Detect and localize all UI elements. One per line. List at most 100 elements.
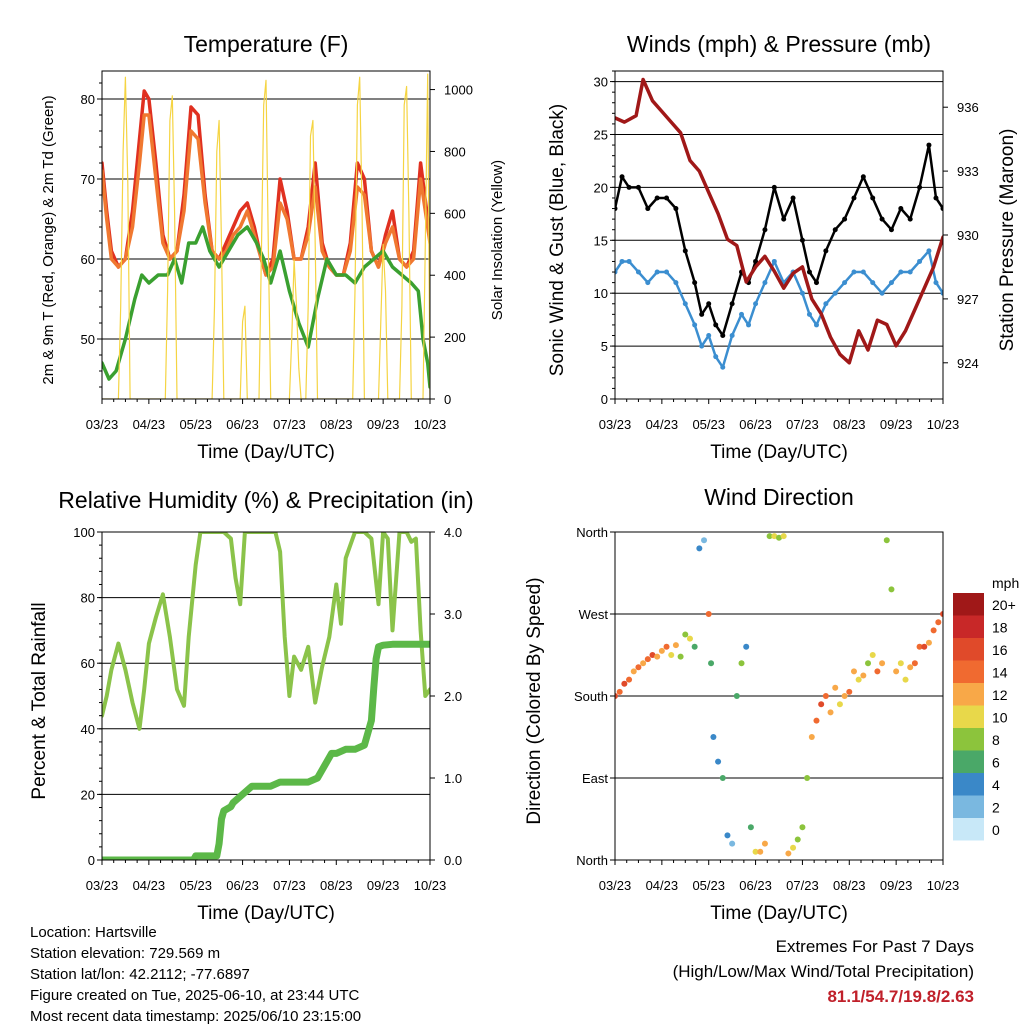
- recent-text: Most recent data timestamp: 2025/06/10 2…: [30, 1008, 362, 1025]
- x-tick-label: 08/23: [833, 878, 866, 893]
- direction-point: [752, 848, 759, 855]
- y-tick-label: 0: [88, 853, 95, 868]
- wind-point: [926, 248, 932, 254]
- wind-point: [917, 184, 923, 190]
- legend-label: 20+: [992, 597, 1016, 613]
- y-tick-label: West: [579, 607, 609, 622]
- direction-point: [869, 652, 876, 658]
- y-axis-label: Direction (Colored By Speed): [524, 577, 545, 824]
- x-tick-label: 10/23: [927, 417, 960, 432]
- x-tick-label: 06/23: [226, 878, 259, 893]
- wind-point: [673, 206, 679, 212]
- wind-point: [720, 333, 726, 339]
- direction-point: [893, 668, 900, 675]
- wind-point: [842, 280, 848, 286]
- direction-point: [747, 824, 754, 831]
- y2-tick-label: 0.0: [444, 853, 462, 868]
- series-line-1: [102, 532, 430, 731]
- y-tick-label: 25: [594, 127, 608, 142]
- x-tick-label: 08/23: [320, 417, 353, 432]
- direction-point: [808, 734, 815, 740]
- wind-point: [619, 258, 625, 264]
- y-tick-label: 80: [81, 92, 95, 107]
- wind-point: [933, 280, 939, 286]
- wind-point: [898, 206, 904, 212]
- legend-label: 2: [992, 800, 1000, 816]
- station-info: Location: Hartsville Station elevation: …: [30, 922, 361, 1027]
- wind-point: [813, 280, 819, 286]
- plot-frame: [101, 531, 431, 861]
- legend-swatch: [953, 683, 984, 706]
- series-line-3: [102, 225, 430, 389]
- y2-tick-label: 936: [957, 100, 979, 115]
- direction-point: [771, 533, 778, 540]
- x-tick-label: 04/23: [646, 417, 679, 432]
- wind-point: [799, 290, 805, 296]
- wind-point: [888, 227, 894, 233]
- x-tick-label: 09/23: [367, 417, 400, 432]
- direction-point: [663, 643, 670, 650]
- wind-point: [933, 195, 939, 201]
- x-tick-label: 06/23: [739, 878, 772, 893]
- direction-point: [743, 643, 750, 650]
- created-text: Figure created on Tue, 2025-06-10, at 23…: [30, 987, 360, 1004]
- direction-point: [888, 586, 895, 593]
- x-tick-label: 08/23: [320, 878, 353, 893]
- wind-point: [706, 333, 712, 339]
- y-tick-label: 40: [81, 722, 95, 737]
- y-tick-label: 60: [81, 252, 95, 267]
- direction-point: [682, 631, 689, 638]
- wind-point: [635, 184, 641, 190]
- legend-swatch: [953, 728, 984, 751]
- x-axis-label: Time (Day/UTC): [197, 442, 335, 463]
- y2-tick-label: 1000: [444, 83, 473, 98]
- direction-point: [635, 664, 642, 671]
- legend-swatch: [953, 818, 984, 841]
- y-tick-label: 20: [81, 787, 95, 802]
- wind-point: [753, 301, 759, 307]
- direction-point: [818, 701, 825, 708]
- wind-point: [832, 227, 838, 233]
- direction-point: [724, 832, 731, 839]
- wind-point: [851, 269, 857, 275]
- legend-swatch: [953, 705, 984, 728]
- direction-point: [761, 840, 768, 847]
- y2-tick-label: 600: [444, 206, 466, 221]
- direction-point: [865, 660, 872, 667]
- wind-point: [771, 258, 777, 264]
- x-tick-label: 04/23: [133, 417, 166, 432]
- y-tick-label: North: [576, 525, 608, 540]
- plot-area: [615, 533, 943, 857]
- wind-point: [645, 206, 651, 212]
- plot-frame: [614, 70, 944, 400]
- series-line-3: [615, 77, 943, 365]
- wind-point: [781, 216, 787, 222]
- wind-point: [790, 195, 796, 201]
- wind-point: [664, 195, 670, 201]
- legend-swatch: [953, 795, 984, 818]
- chart-panel-4: Wind Direction Time (Day/UTC) North East Sou…: [524, 484, 1019, 924]
- wind-point: [771, 184, 777, 190]
- wind-point: [645, 280, 651, 286]
- y-tick-label: North: [576, 853, 608, 868]
- wind-point: [860, 269, 866, 275]
- x-axis-label: Time (Day/UTC): [197, 903, 335, 924]
- direction-point: [658, 647, 665, 654]
- direction-point: [902, 676, 909, 683]
- wind-point: [762, 227, 768, 233]
- wind-point: [842, 216, 848, 222]
- direction-point: [686, 635, 693, 642]
- direction-point: [649, 652, 656, 658]
- direction-point: [715, 758, 722, 765]
- legend-swatch: [953, 660, 984, 683]
- direction-point: [691, 643, 698, 650]
- legend-swatch: [953, 773, 984, 796]
- direction-point: [780, 533, 787, 540]
- direction-point: [799, 824, 806, 831]
- x-tick-label: 04/23: [133, 878, 166, 893]
- wind-point: [832, 290, 838, 296]
- y-tick-label: 30: [594, 75, 608, 90]
- wind-point: [626, 258, 632, 264]
- legend-label: 18: [992, 620, 1008, 636]
- y2-axis-label: Solar Insolation (Yellow): [489, 160, 506, 320]
